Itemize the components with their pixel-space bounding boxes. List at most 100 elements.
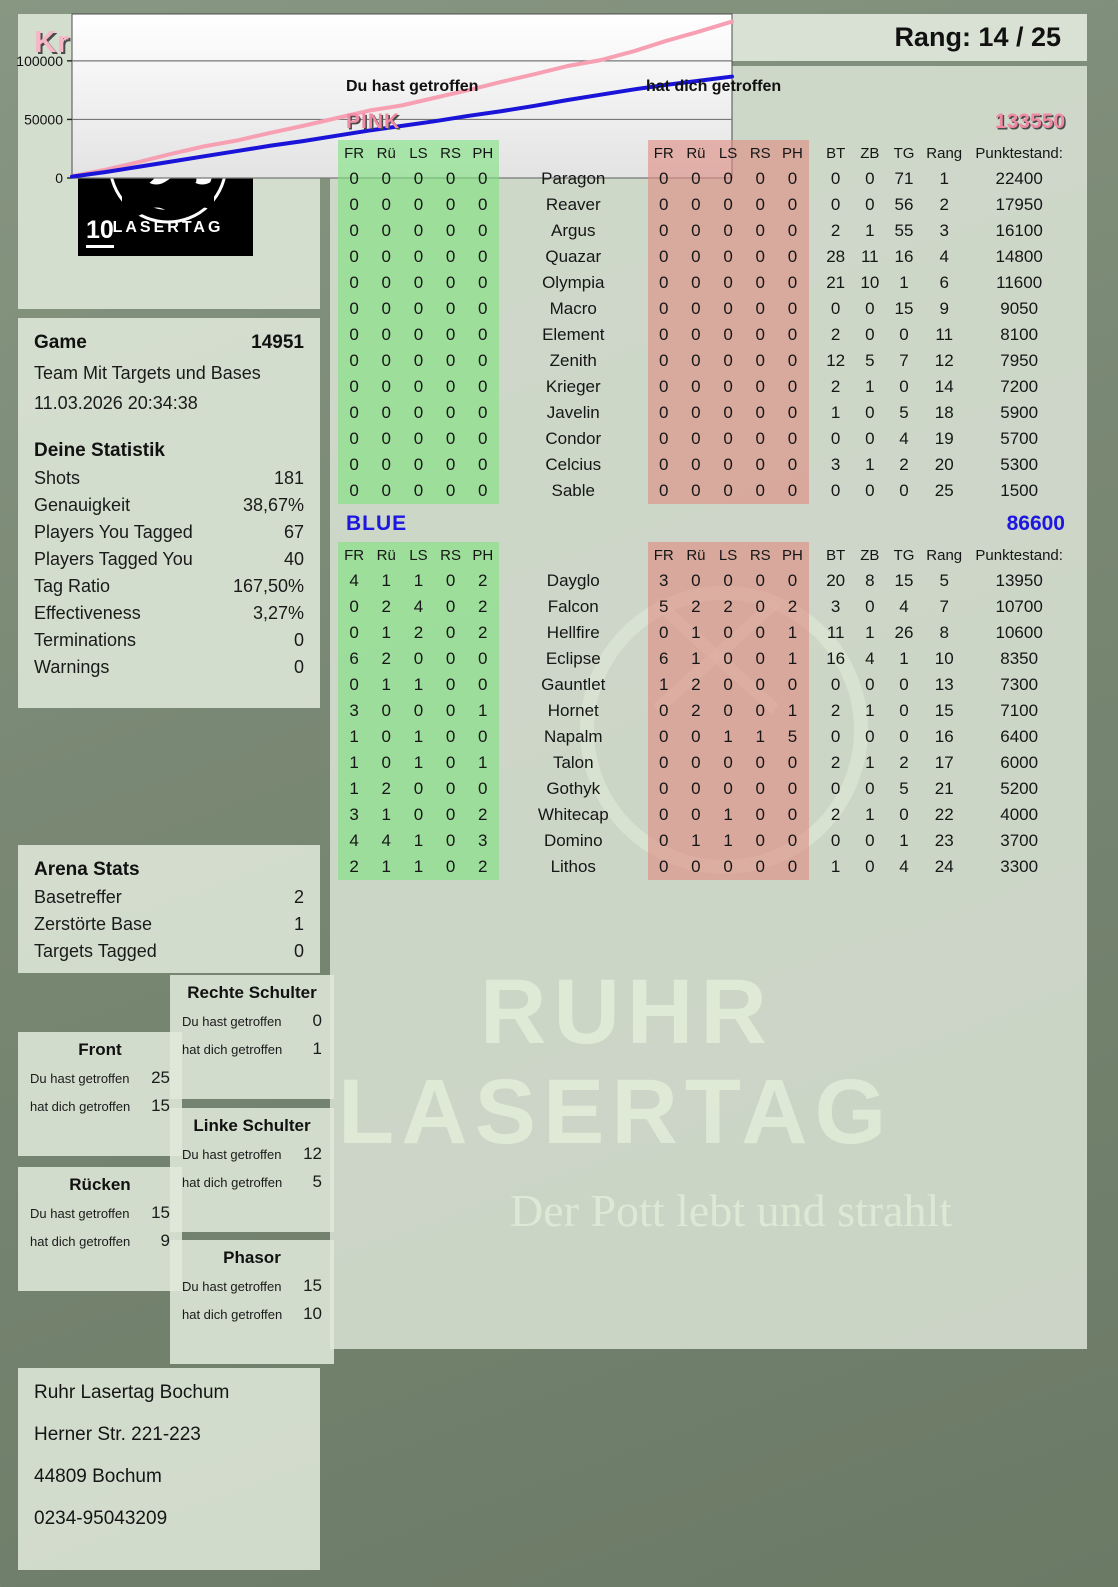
table-row[interactable]: 0 0 0 0 0 Zenith 0 0 0 0 0 12 5 7 12 7950 [338, 348, 1071, 374]
table-row[interactable]: 4 1 1 0 2 Dayglo 3 0 0 0 0 20 8 15 5 13950 [338, 568, 1071, 594]
cell-hit-you: 0 [744, 750, 777, 776]
cell-you-hit: 1 [370, 620, 403, 646]
cell-you-hit: 4 [370, 828, 403, 854]
cell-bt: 0 [830, 169, 841, 188]
table-row[interactable]: 0 1 2 0 2 Hellfire 0 1 0 0 1 11 1 26 8 10600 [338, 620, 1071, 646]
col-head: LS [402, 542, 435, 568]
col-head: FR [338, 140, 371, 166]
cell-you-hit: 2 [466, 568, 499, 594]
cell-hit-you: 0 [776, 166, 809, 192]
team-header-blue: BLUE 86600 [338, 512, 1069, 542]
col-head: Rü [370, 542, 403, 568]
col-head-points: Punktestand: [975, 546, 1063, 564]
cell-bt: 0 [830, 429, 841, 448]
cell-you-hit: 0 [402, 166, 435, 192]
zone-row-you: Du hast getroffen 25 [30, 1068, 170, 1088]
cell-zb: 1 [865, 753, 875, 772]
cell-you-hit: 4 [402, 594, 435, 620]
cell-hit-you: 0 [744, 166, 777, 192]
table-row[interactable]: 6 2 0 0 0 Eclipse 6 1 0 0 1 16 4 1 10 8350 [338, 646, 1071, 672]
table-row[interactable]: 0 0 0 0 0 Macro 0 0 0 0 0 0 0 15 9 9050 [338, 296, 1071, 322]
cell-rang: 20 [934, 455, 954, 474]
cell-points: 8100 [1000, 325, 1039, 344]
cell-player-name: Lithos [550, 857, 596, 876]
cell-rang: 5 [939, 571, 949, 590]
cell-zb: 4 [865, 649, 875, 668]
cell-player-name: Whitecap [537, 805, 609, 824]
cell-hit-you: 0 [712, 166, 745, 192]
cell-hit-you: 0 [647, 400, 680, 426]
table-row[interactable]: 0 0 0 0 0 Sable 0 0 0 0 0 0 0 0 25 1500 [338, 478, 1071, 504]
personal-stat-row: Players You Tagged 67 [34, 522, 304, 543]
table-row[interactable]: 0 0 0 0 0 Paragon 0 0 0 0 0 0 0 71 1 22400 [338, 166, 1071, 192]
col-head-tg: TG [893, 144, 915, 162]
cell-you-hit: 0 [434, 244, 467, 270]
zone-value-you: 15 [303, 1276, 322, 1295]
personal-stat-row: Terminations 0 [34, 630, 304, 651]
arena-stat-row: Targets Tagged 0 [34, 941, 304, 962]
zone-value-them: 15 [151, 1096, 170, 1115]
cell-hit-you: 0 [647, 426, 680, 452]
table-row[interactable]: 1 2 0 0 0 Gothyk 0 0 0 0 0 0 0 5 21 5200 [338, 776, 1071, 802]
zone-row-you: Du hast getroffen 12 [182, 1144, 322, 1164]
cell-hit-you: 0 [679, 452, 712, 478]
personal-stat-row: Shots 181 [34, 468, 304, 489]
table-row[interactable]: 1 0 1 0 0 Napalm 0 0 1 1 5 0 0 0 16 6400 [338, 724, 1071, 750]
table-row[interactable]: 3 1 0 0 2 Whitecap 0 0 1 0 0 2 1 0 22 4000 [338, 802, 1071, 828]
table-row[interactable]: 0 1 1 0 0 Gauntlet 1 2 0 0 0 0 0 0 13 7300 [338, 672, 1071, 698]
cell-you-hit: 1 [402, 828, 435, 854]
cell-you-hit: 0 [434, 802, 467, 828]
cell-rang: 3 [939, 221, 949, 240]
cell-hit-you: 1 [712, 828, 745, 854]
table-row[interactable]: 0 0 0 0 0 Javelin 0 0 0 0 0 1 0 5 18 5900 [338, 400, 1071, 426]
col-head-name [499, 140, 648, 166]
cell-gap [809, 724, 819, 750]
cell-hit-you: 0 [776, 802, 809, 828]
table-row[interactable]: 0 0 0 0 0 Element 0 0 0 0 0 2 0 0 11 8100 [338, 322, 1071, 348]
table-row[interactable]: 0 0 0 0 0 Olympia 0 0 0 0 0 21 10 1 6 11600 [338, 270, 1071, 296]
table-row[interactable]: 1 0 1 0 1 Talon 0 0 0 0 0 2 1 2 17 6000 [338, 750, 1071, 776]
cell-zb: 0 [865, 779, 875, 798]
cell-zb: 0 [865, 195, 875, 214]
cell-player-name: Domino [543, 831, 603, 850]
cell-you-hit: 0 [466, 218, 499, 244]
table-row[interactable]: 0 0 0 0 0 Reaver 0 0 0 0 0 0 0 56 2 17950 [338, 192, 1071, 218]
col-head: RS [744, 542, 777, 568]
table-row[interactable]: 0 0 0 0 0 Quazar 0 0 0 0 0 28 11 16 4 14800 [338, 244, 1071, 270]
table-row[interactable]: 0 2 4 0 2 Falcon 5 2 2 0 2 3 0 4 7 10700 [338, 594, 1071, 620]
cell-tg: 71 [894, 169, 914, 188]
cell-you-hit: 0 [370, 698, 403, 724]
cell-gap [809, 620, 819, 646]
cell-bt: 2 [830, 221, 841, 240]
cell-you-hit: 0 [466, 724, 499, 750]
cell-hit-you: 0 [712, 374, 745, 400]
table-row[interactable]: 3 0 0 0 1 Hornet 0 2 0 0 1 2 1 0 15 7100 [338, 698, 1071, 724]
cell-points: 4000 [1000, 805, 1039, 824]
table-row[interactable]: 4 4 1 0 3 Domino 0 1 1 0 0 0 0 1 23 3700 [338, 828, 1071, 854]
table-row[interactable]: 0 0 0 0 0 Krieger 0 0 0 0 0 2 1 0 14 7200 [338, 374, 1071, 400]
table-row[interactable]: 0 0 0 0 0 Celcius 0 0 0 0 0 3 1 2 20 5300 [338, 452, 1071, 478]
cell-bt: 0 [830, 727, 841, 746]
cell-you-hit: 0 [434, 594, 467, 620]
cell-hit-you: 0 [712, 698, 745, 724]
table-row[interactable]: 0 0 0 0 0 Argus 0 0 0 0 0 2 1 55 3 16100 [338, 218, 1071, 244]
cell-points: 8350 [1000, 649, 1039, 668]
cell-hit-you: 0 [647, 620, 680, 646]
cell-you-hit: 2 [370, 594, 403, 620]
stat-value: 67 [283, 522, 304, 542]
zone-label-you: Du hast getroffen [182, 1279, 282, 1294]
cell-hit-you: 0 [679, 166, 712, 192]
cell-you-hit: 0 [338, 270, 371, 296]
cell-you-hit: 1 [402, 568, 435, 594]
cell-hit-you: 0 [647, 478, 680, 504]
cell-you-hit: 1 [466, 750, 499, 776]
cell-you-hit: 1 [402, 854, 435, 880]
cell-you-hit: 1 [466, 698, 499, 724]
table-row[interactable]: 2 1 1 0 2 Lithos 0 0 0 0 0 1 0 4 24 3300 [338, 854, 1071, 880]
cell-points: 10700 [995, 597, 1043, 616]
address-card: Ruhr Lasertag Bochum Herner Str. 221-223 4… [18, 1368, 320, 1570]
cell-hit-you: 0 [647, 724, 680, 750]
cell-gap [809, 244, 819, 270]
cell-you-hit: 0 [370, 270, 403, 296]
table-row[interactable]: 0 0 0 0 0 Condor 0 0 0 0 0 0 0 4 19 5700 [338, 426, 1071, 452]
